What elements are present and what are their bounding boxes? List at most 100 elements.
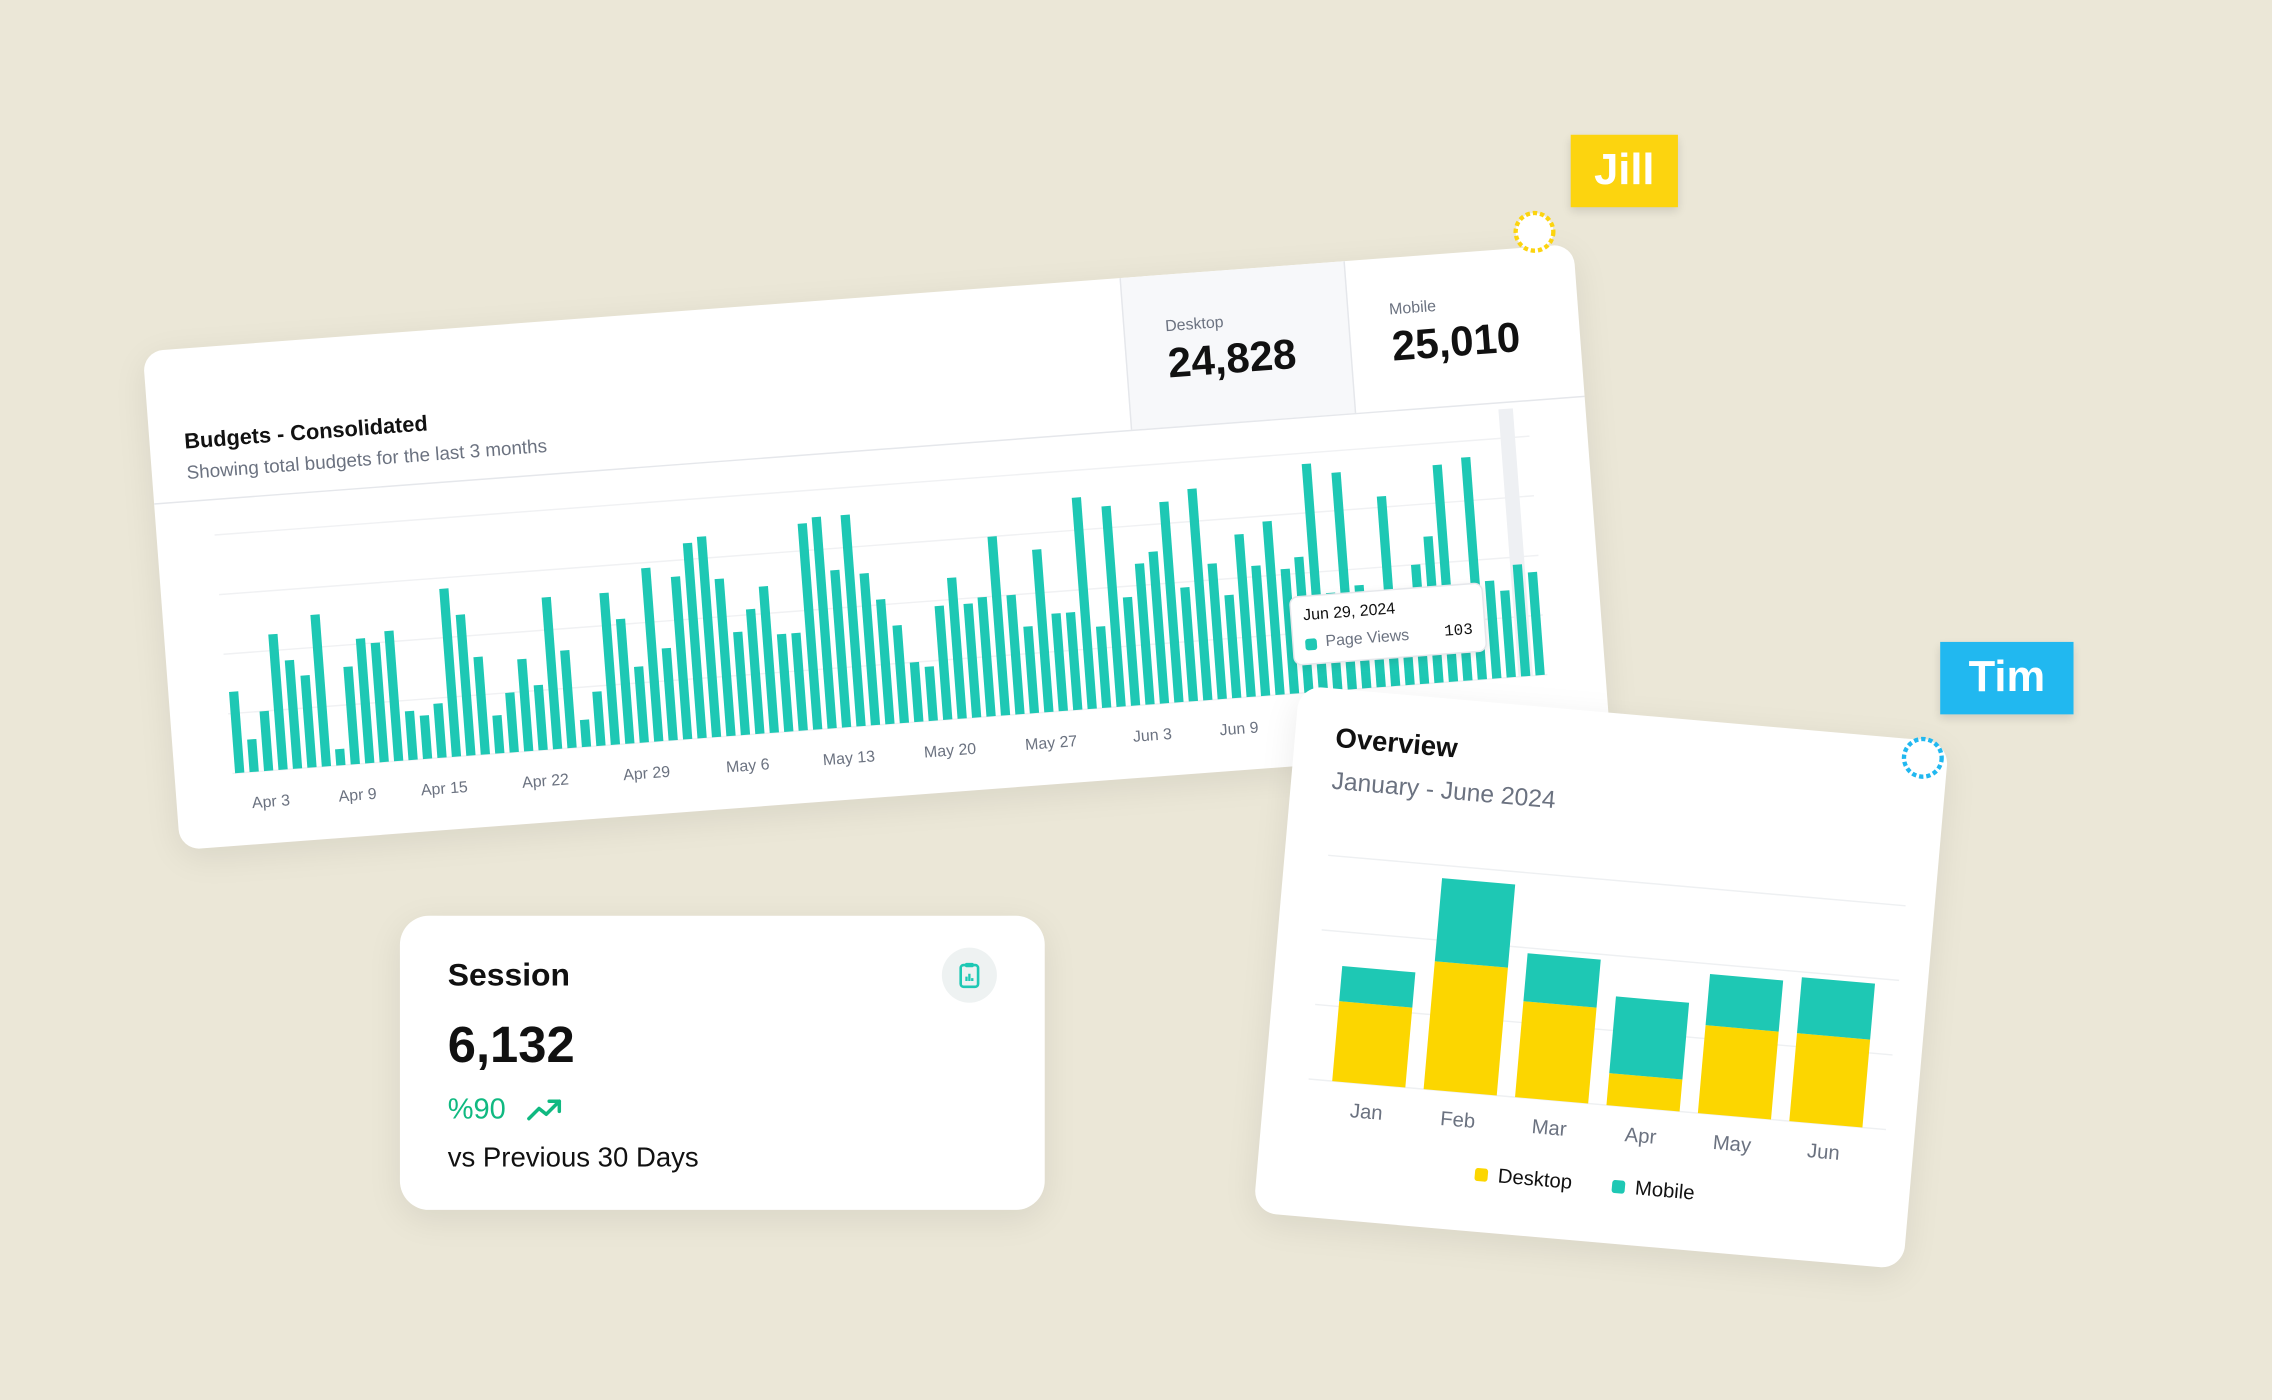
clipboard-icon bbox=[959, 962, 980, 989]
bar bbox=[830, 569, 852, 728]
bar bbox=[1207, 563, 1227, 700]
bar-segment bbox=[1339, 966, 1416, 1008]
legend-label: Desktop bbox=[1497, 1165, 1573, 1193]
overview-card: Overview January - June 2024 Jan Feb Mar Ap… bbox=[1253, 685, 1949, 1270]
bar bbox=[433, 703, 447, 759]
bar bbox=[1134, 563, 1155, 705]
bar-segment bbox=[1515, 1001, 1597, 1104]
bar-segment bbox=[1705, 974, 1784, 1032]
bar bbox=[473, 656, 490, 755]
x-tick-label: Mar bbox=[1531, 1116, 1568, 1141]
bar bbox=[268, 633, 288, 770]
bar bbox=[1148, 551, 1170, 704]
bar bbox=[1234, 533, 1256, 698]
bar bbox=[439, 588, 462, 757]
x-tick-label: Jun bbox=[1806, 1140, 1840, 1165]
bar bbox=[505, 692, 519, 753]
stat-box: Desktop 24,828 bbox=[1119, 261, 1357, 430]
bar bbox=[335, 748, 346, 766]
bar bbox=[1032, 549, 1054, 713]
bar bbox=[682, 542, 707, 739]
user-badge: Jill bbox=[1570, 134, 1678, 208]
x-tick-label: Apr 22 bbox=[522, 771, 570, 791]
x-tick-label: May 27 bbox=[1025, 733, 1078, 754]
bar-segment bbox=[1423, 961, 1508, 1096]
bar bbox=[343, 666, 360, 765]
session-title: Session bbox=[447, 956, 571, 993]
bar bbox=[300, 674, 317, 768]
bar bbox=[384, 630, 404, 762]
bar bbox=[1006, 594, 1025, 715]
bar bbox=[791, 632, 808, 731]
x-tick-label: May bbox=[1712, 1132, 1753, 1157]
stat-value: 25,010 bbox=[1390, 314, 1522, 371]
bar bbox=[247, 738, 259, 773]
bar-segment bbox=[1523, 953, 1601, 1008]
x-tick-label: Apr 29 bbox=[623, 764, 671, 784]
bar bbox=[1023, 626, 1040, 714]
session-icon bbox=[941, 947, 997, 1003]
bar bbox=[758, 586, 779, 734]
grid-line bbox=[214, 435, 1530, 536]
stat-label: Mobile bbox=[1388, 297, 1437, 319]
bar bbox=[541, 596, 563, 750]
bar bbox=[776, 633, 794, 732]
bar bbox=[560, 650, 577, 749]
bar bbox=[977, 596, 996, 717]
tooltip-date: Jun 29, 2024 bbox=[1302, 600, 1396, 625]
bar bbox=[533, 684, 548, 751]
bar bbox=[811, 516, 837, 729]
grid-line bbox=[1321, 929, 1900, 982]
bar bbox=[259, 710, 274, 772]
bar-chart: Apr 3 Apr 9 Apr 15 Apr 22 Apr 29 May 6 May 13 M… bbox=[214, 408, 1548, 812]
bar bbox=[641, 567, 664, 742]
x-tick-label: Apr 9 bbox=[338, 786, 377, 806]
bar bbox=[615, 618, 635, 744]
bar bbox=[1095, 626, 1112, 709]
bar bbox=[1122, 596, 1141, 706]
bar-segment bbox=[1609, 996, 1690, 1080]
budget-card: Budgets - Consolidated Showing total bud… bbox=[142, 243, 1611, 851]
x-tick-label: Apr 15 bbox=[420, 779, 468, 799]
bar bbox=[492, 715, 505, 754]
bar bbox=[1065, 611, 1083, 711]
bar bbox=[1071, 497, 1097, 710]
bar bbox=[797, 523, 823, 730]
card-title: Overview bbox=[1334, 723, 1459, 765]
bar bbox=[1187, 488, 1213, 701]
x-tick-label: May 6 bbox=[726, 756, 771, 776]
bar bbox=[370, 642, 389, 763]
bar-segment bbox=[1332, 1001, 1413, 1088]
bar bbox=[1500, 590, 1516, 678]
x-tick-label: Jan bbox=[1349, 1100, 1383, 1125]
bar bbox=[909, 661, 924, 723]
bar bbox=[579, 719, 592, 748]
bar bbox=[310, 614, 332, 767]
legend-label: Mobile bbox=[1634, 1177, 1695, 1204]
x-tick-label: May 13 bbox=[822, 748, 875, 769]
tooltip-label: Page Views bbox=[1324, 626, 1410, 651]
bar bbox=[1051, 613, 1068, 712]
bar bbox=[592, 691, 606, 747]
tooltip: Jun 29, 2024 Page Views 103 bbox=[1288, 582, 1488, 667]
bar bbox=[517, 658, 534, 752]
x-tick-label: May 20 bbox=[923, 741, 976, 762]
grid-line bbox=[219, 495, 1535, 596]
session-comparison: vs Previous 30 Days bbox=[447, 1143, 699, 1174]
bar bbox=[355, 638, 375, 764]
legend-swatch bbox=[1474, 1168, 1489, 1182]
bar bbox=[924, 666, 938, 722]
bar bbox=[284, 659, 303, 769]
bar bbox=[987, 536, 1011, 716]
bar bbox=[1512, 564, 1531, 677]
trend-icon bbox=[527, 1099, 562, 1121]
card-subtitle: January - June 2024 bbox=[1330, 766, 1557, 814]
bar bbox=[1527, 571, 1545, 676]
stacked-bar-chart: Jan Feb Mar Apr May Jun Desktop Mobile bbox=[1308, 854, 1906, 1205]
bar bbox=[696, 536, 722, 738]
x-tick-label: Jun 3 bbox=[1132, 726, 1172, 746]
cursor-ring bbox=[1513, 210, 1556, 253]
stat-label: Desktop bbox=[1164, 313, 1225, 336]
bar bbox=[1262, 520, 1285, 696]
